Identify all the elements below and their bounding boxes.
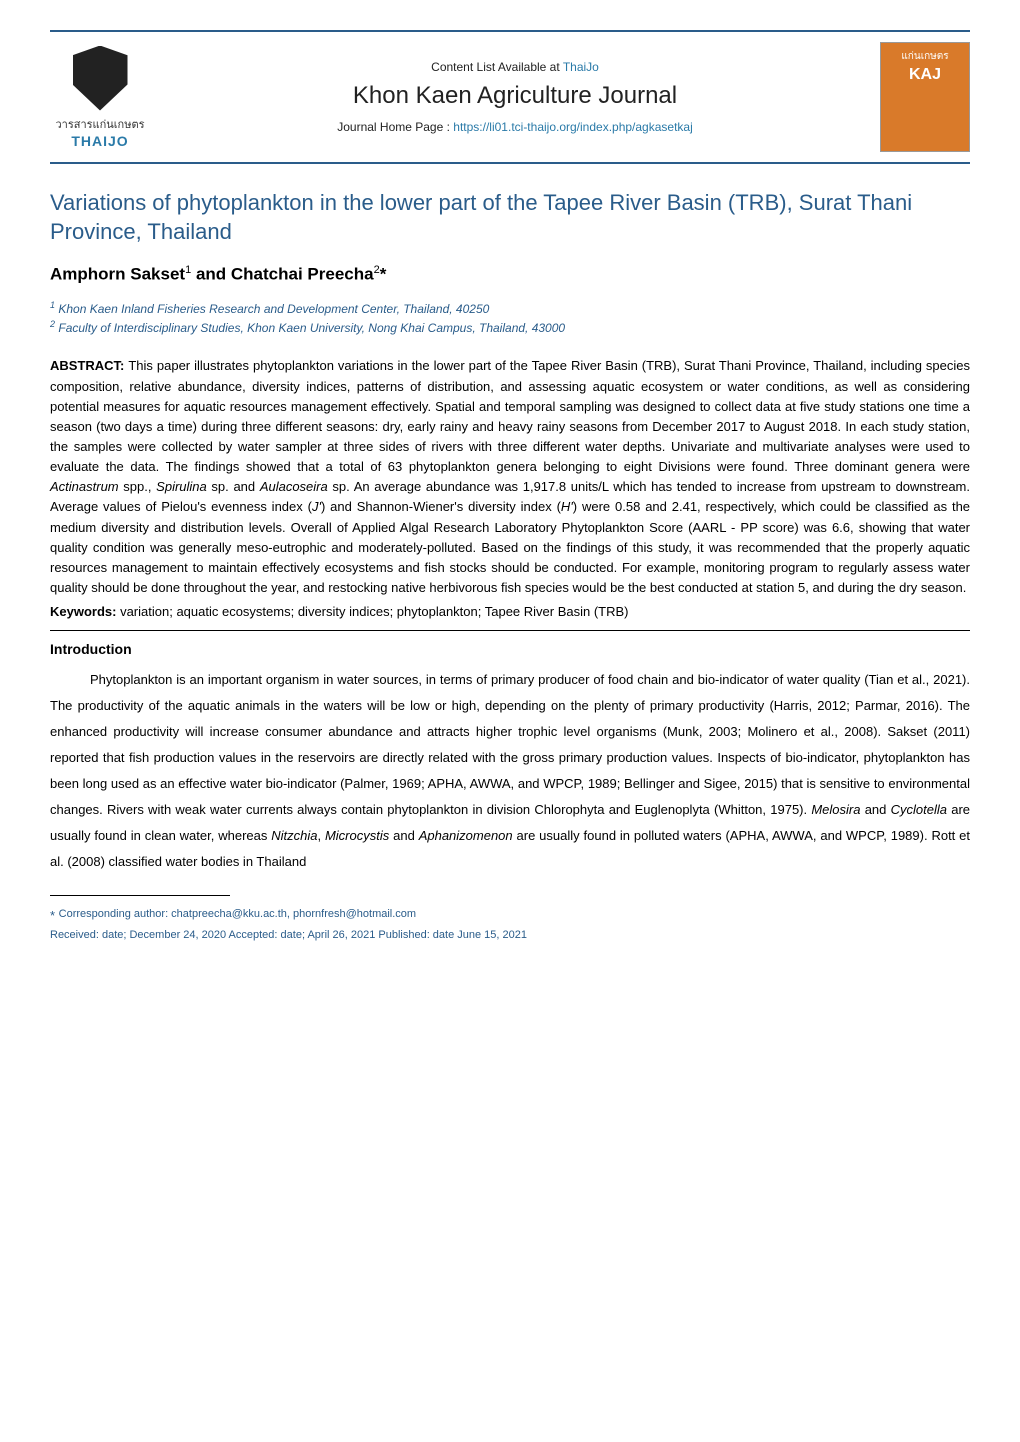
home-prefix: Journal Home Page :: [337, 120, 453, 134]
affiliation-text: Faculty of Interdisciplinary Studies, Kh…: [58, 321, 565, 335]
corresponding-text: Corresponding author: chatpreecha@kku.ac…: [59, 908, 416, 920]
content-list-prefix: Content List Available at: [431, 60, 563, 74]
content-list-line: Content List Available at ThaiJo: [170, 60, 860, 74]
affiliation-1: 1 Khon Kaen Inland Fisheries Research an…: [50, 299, 970, 318]
article-title: Variations of phytoplankton in the lower…: [50, 189, 970, 246]
thaijo-brand: THAIJO: [71, 133, 128, 149]
affiliation-number: 1: [50, 300, 55, 310]
thaijo-logo: วารสารแก่นเกษตร THAIJO: [50, 42, 150, 152]
affiliation-text: Khon Kaen Inland Fisheries Research and …: [58, 302, 489, 316]
section-divider: [50, 630, 970, 631]
abstract-label: ABSTRACT:: [50, 358, 128, 373]
keywords: Keywords: variation; aquatic ecosystems;…: [50, 602, 970, 622]
affiliations: 1 Khon Kaen Inland Fisheries Research an…: [50, 299, 970, 337]
cover-kaj-label: KAJ: [909, 66, 941, 84]
header-center: Content List Available at ThaiJo Khon Ka…: [150, 60, 880, 134]
footnote-divider: [50, 895, 230, 896]
journal-header: วารสารแก่นเกษตร THAIJO Content List Avai…: [50, 30, 970, 164]
corresponding-author-footnote: * Corresponding author: chatpreecha@kku.…: [50, 906, 970, 927]
shield-icon: [73, 46, 128, 111]
thai-journal-label: วารสารแก่นเกษตร: [55, 115, 144, 133]
journal-cover: แก่นเกษตร KAJ: [880, 42, 970, 152]
journal-home-line: Journal Home Page : https://li01.tci-tha…: [170, 120, 860, 134]
introduction-heading: Introduction: [50, 641, 970, 657]
home-url[interactable]: https://li01.tci-thaijo.org/index.php/ag…: [453, 120, 692, 134]
abstract-text: This paper illustrates phytoplankton var…: [50, 358, 970, 595]
footnote-star: *: [50, 908, 59, 923]
keywords-text: variation; aquatic ecosystems; diversity…: [120, 604, 628, 619]
abstract: ABSTRACT: This paper illustrates phytopl…: [50, 356, 970, 598]
keywords-label: Keywords:: [50, 604, 120, 619]
journal-name: Khon Kaen Agriculture Journal: [170, 82, 860, 110]
authors: Amphorn Sakset1 and Chatchai Preecha2*: [50, 264, 970, 285]
content-list-link[interactable]: ThaiJo: [563, 60, 599, 74]
affiliation-2: 2 Faculty of Interdisciplinary Studies, …: [50, 318, 970, 337]
affiliation-number: 2: [50, 319, 55, 329]
introduction-body: Phytoplankton is an important organism i…: [50, 667, 970, 875]
dates-footnote: Received: date; December 24, 2020 Accept…: [50, 927, 970, 945]
cover-thai-label: แก่นเกษตร: [901, 49, 948, 64]
